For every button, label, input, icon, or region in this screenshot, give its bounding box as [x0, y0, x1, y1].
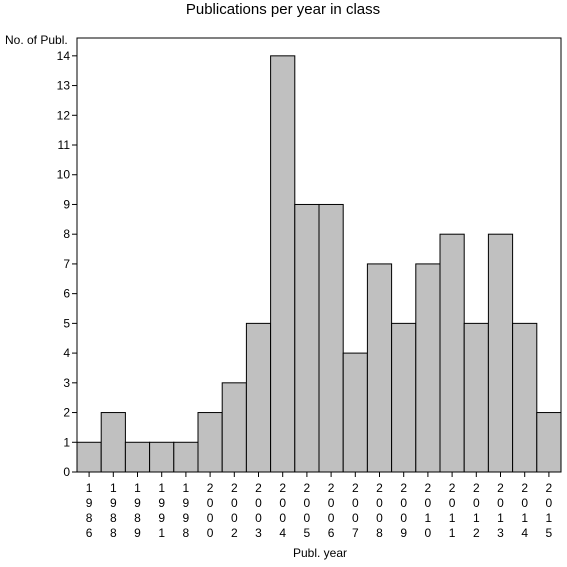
bars-group	[76, 55, 562, 473]
bar-2009	[391, 322, 417, 473]
bar-2013	[487, 233, 514, 473]
y-axis-label: No. of Publ.	[5, 33, 68, 47]
bar-2000	[197, 412, 223, 473]
y-tick-label: 0	[63, 465, 70, 479]
bar-2011	[439, 233, 465, 473]
x-axis-label: Publ. year	[293, 546, 347, 560]
bar-2006	[318, 203, 344, 473]
bar-1989	[124, 441, 151, 473]
x-ticks-group: 1 9 8 6 1 9 8 8 1 9 8 9 1 9 9 1 1 9 9 8 2 0 0 0 2 0 0 2 2 0 0 3 2 0 0 4 2 0 0 5…	[86, 472, 553, 540]
y-tick-label: 1	[63, 435, 70, 449]
y-tick-label: 13	[57, 79, 71, 93]
bar-1998	[173, 441, 199, 473]
bar-1991	[149, 441, 175, 473]
bar-2003	[245, 322, 272, 473]
bar-2010	[415, 263, 441, 473]
bar-2014	[512, 322, 538, 473]
bar-2015	[536, 412, 562, 473]
bar-2004	[270, 55, 296, 473]
y-tick-label: 6	[63, 287, 70, 301]
y-tick-label: 4	[63, 346, 70, 360]
bar-1986	[76, 441, 102, 473]
bar-2012	[463, 322, 489, 473]
y-tick-label: 14	[57, 49, 71, 63]
y-tick-label: 3	[63, 376, 70, 390]
y-tick-label: 12	[57, 108, 71, 122]
y-tick-label: 9	[63, 197, 70, 211]
y-tick-label: 11	[58, 138, 71, 152]
bar-2007	[342, 352, 368, 473]
y-tick-label: 7	[63, 257, 70, 271]
chart-title: Publications per year in class	[186, 1, 380, 18]
y-tick-label: 2	[63, 406, 70, 420]
bar-2005	[294, 203, 320, 473]
bar-1988	[100, 412, 126, 473]
y-tick-label: 10	[57, 168, 71, 182]
y-tick-label: 8	[63, 227, 70, 241]
bar-2008	[366, 263, 393, 473]
bar-2002	[221, 382, 247, 473]
y-tick-label: 5	[63, 316, 70, 330]
